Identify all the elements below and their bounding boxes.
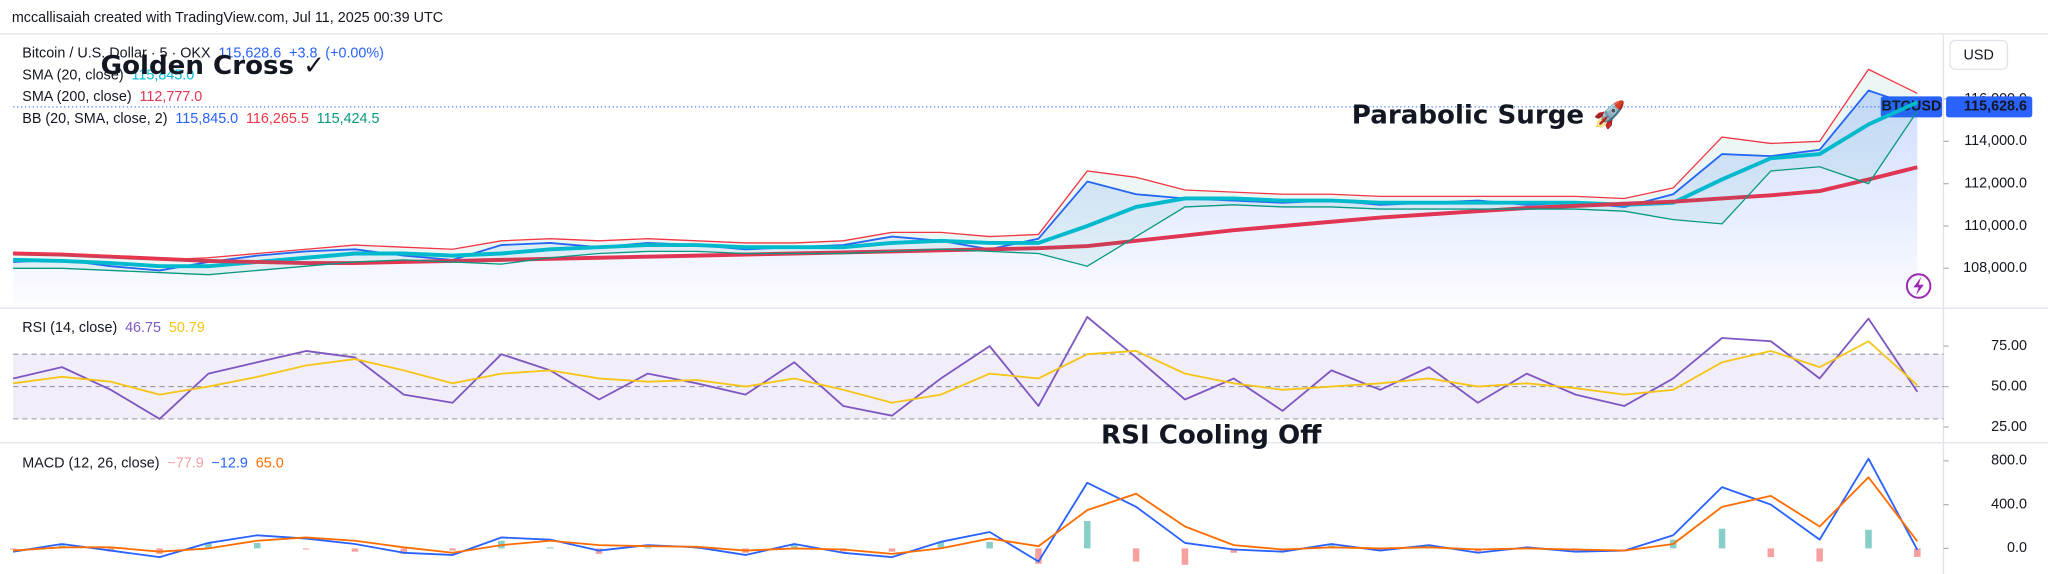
- icon-bolt: [1913, 276, 1924, 296]
- legend-row: SMA (20, close) 115,845.0: [22, 67, 194, 83]
- histogram-bar: [937, 541, 945, 549]
- bb-lower: [13, 110, 1918, 276]
- histogram-bar: [1376, 548, 1384, 551]
- histogram-bar: [1767, 548, 1775, 558]
- legend-name: SMA (200, close): [22, 89, 131, 105]
- currency-label: USD: [1964, 47, 1994, 63]
- histogram-bar: [1181, 548, 1189, 565]
- histogram-bar: [1914, 548, 1921, 557]
- annotation: Golden Cross ✓: [101, 51, 325, 81]
- histogram-bar: [1035, 548, 1042, 564]
- y-tick-label: 400.0: [1991, 496, 2027, 512]
- y-tick-label: 25.00: [1991, 419, 2027, 435]
- histogram-bar: [449, 548, 456, 551]
- histogram-bar: [693, 548, 700, 549]
- legend-value: 115,845.0: [175, 111, 238, 127]
- y-tick-label: 800.0: [1991, 453, 2027, 469]
- legend-value: 115,845.0: [131, 67, 194, 83]
- histogram-bar: [546, 547, 554, 549]
- legend-name: BB (20, SMA, close, 2): [22, 111, 167, 127]
- histogram-bar: [351, 548, 359, 552]
- histogram-bar: [644, 547, 652, 549]
- histogram-bar: [253, 542, 261, 549]
- legend-value: 65.0: [256, 455, 284, 471]
- legend-row: SMA (200, close) 112,777.0: [22, 89, 202, 105]
- legend-row: RSI (14, close) 46.75 50.79: [22, 320, 205, 336]
- price-badge-label: 115,628.6: [1964, 99, 2027, 115]
- histogram-bar: [9, 548, 17, 550]
- legend-row: Bitcoin / U.S. Dollar · 5 · OKX 115,628.6…: [22, 45, 384, 61]
- histogram-bar: [1230, 548, 1238, 553]
- histogram-bar: [1865, 529, 1872, 549]
- series-line: [12, 457, 1919, 563]
- histogram-bar: [1132, 548, 1140, 562]
- histogram-bar: [205, 542, 212, 549]
- histogram-bar: [400, 548, 408, 554]
- pane: 108,000.0 110,000.0 112,000.0 114,000.0 116,…: [13, 45, 2033, 305]
- histogram-bar: [302, 548, 310, 550]
- legend-row: BB (20, SMA, close, 2) 115,845.0 116,265.5…: [22, 111, 379, 127]
- legend-value: −77.9: [167, 455, 203, 471]
- legend-title: MACD (12, 26, close): [22, 455, 159, 471]
- y-tick-label: 114,000.0: [1964, 133, 2027, 149]
- pane: 25.00 50.00 75.00 RSI (14, close) 46.75 50.79: [12, 316, 2027, 435]
- histogram-bar: [1084, 521, 1091, 549]
- histogram-bar: [888, 548, 896, 552]
- legend-value: 116,265.5: [246, 111, 309, 127]
- legend-title: RSI (14, close): [22, 320, 117, 336]
- series-line: [13, 340, 1918, 404]
- y-tick-label: 112,000.0: [1964, 175, 2027, 191]
- price-badge: [1946, 96, 2033, 118]
- legend-value: 115,424.5: [317, 111, 380, 127]
- y-tick-label: 50.00: [1991, 378, 2027, 394]
- legend-name: Bitcoin / U.S. Dollar · 5 · OKX: [22, 45, 211, 61]
- series-line: [12, 316, 1919, 420]
- annotation: Parabolic Surge 🚀: [1352, 100, 1626, 131]
- legend-row: MACD (12, 26, close) −77.9 −12.9 65.0: [22, 455, 283, 471]
- y-tick-label: 110,000.0: [1964, 218, 2027, 234]
- histogram-bar: [791, 544, 798, 549]
- legend-name: SMA (20, close): [22, 67, 123, 83]
- price-area: [13, 90, 1918, 305]
- currency-button[interactable]: [1949, 39, 2009, 70]
- legend-value: 50.79: [169, 320, 205, 336]
- legend-value: +3.8: [289, 45, 317, 61]
- legend-value: 115,628.6: [218, 45, 281, 61]
- histogram-bar: [986, 541, 993, 549]
- legend-value: (+0.00%): [325, 45, 384, 61]
- histogram-bar: [1718, 528, 1726, 549]
- series-line: [13, 476, 1919, 555]
- y-tick-label: 0.0: [2007, 540, 2027, 556]
- header: mccallisaiah created with TradingView.co…: [12, 10, 443, 26]
- histogram-bar: [1816, 548, 1823, 562]
- annotation: RSI Cooling Off: [1101, 421, 1322, 451]
- bb-upper: [13, 68, 1918, 261]
- legend-value: 46.75: [125, 320, 161, 336]
- pane: 0.0 400.0 800.0 MACD (12, 26, close) −77.9 −1…: [9, 453, 2027, 565]
- y-tick-label: 75.00: [1991, 338, 2027, 354]
- legend-value: 112,777.0: [139, 89, 202, 105]
- legend-value: −12.9: [212, 455, 248, 471]
- y-tick-label: 108,000.0: [1963, 260, 2027, 276]
